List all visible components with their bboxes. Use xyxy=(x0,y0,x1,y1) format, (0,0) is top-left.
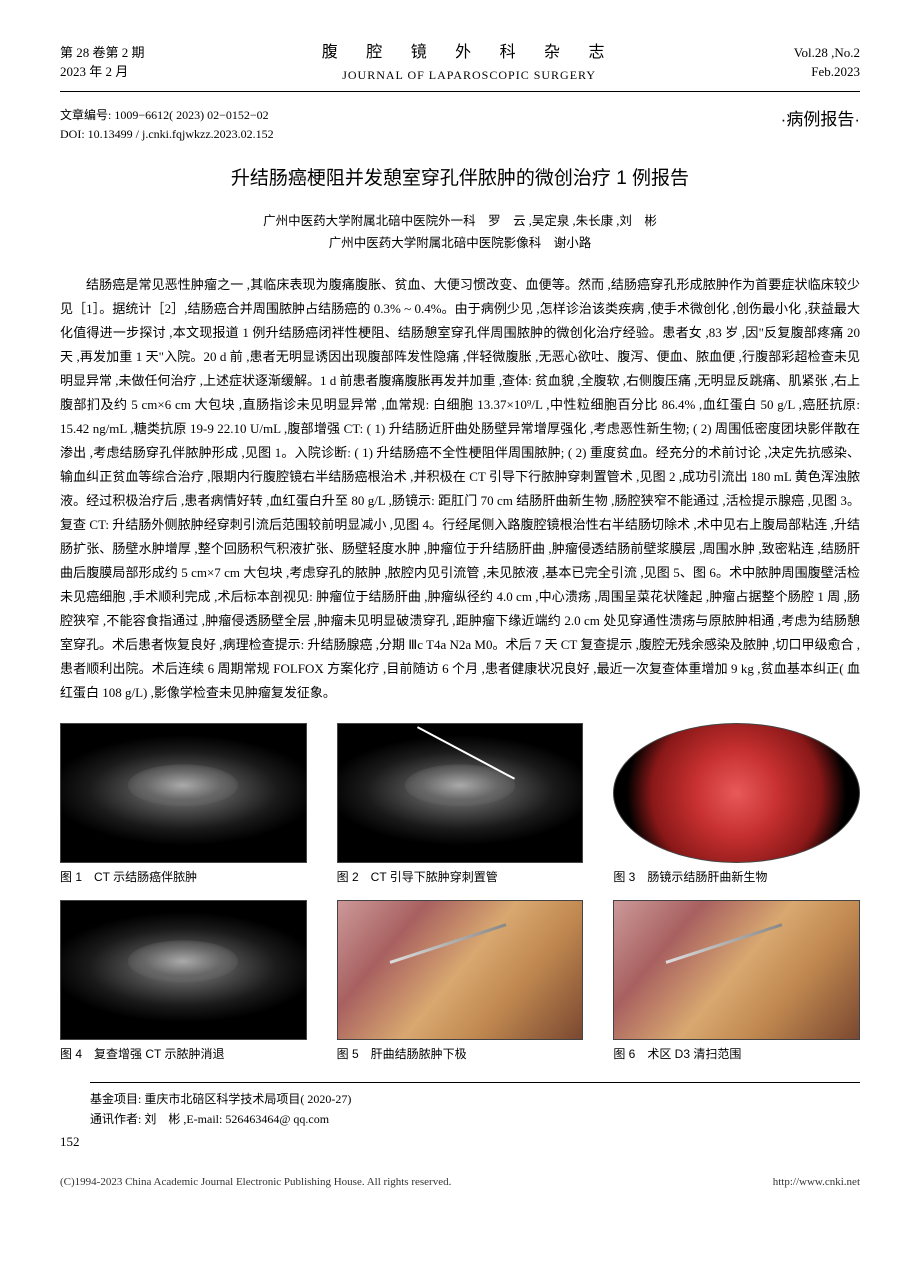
figure-4-caption: 图 4 复查增强 CT 示脓肿消退 xyxy=(60,1045,307,1064)
figure-1-caption: 图 1 CT 示结肠癌伴脓肿 xyxy=(60,868,307,887)
section-type: ·病例报告· xyxy=(781,106,860,133)
figures-grid: 图 1 CT 示结肠癌伴脓肿 图 2 CT 引导下脓肿穿刺置管 图 3 肠镜示结… xyxy=(60,723,860,1063)
figure-3-img xyxy=(613,723,860,863)
article-meta: 文章编号: 1009−6612( 2023) 02−0152−02 DOI: 1… xyxy=(60,106,860,144)
figure-2: 图 2 CT 引导下脓肿穿刺置管 xyxy=(337,723,584,887)
figure-2-caption: 图 2 CT 引导下脓肿穿刺置管 xyxy=(337,868,584,887)
fund-info: 基金项目: 重庆市北碚区科学技术局项目( 2020-27) xyxy=(90,1089,860,1109)
copyright-line: (C)1994-2023 China Academic Journal Elec… xyxy=(60,1174,860,1192)
author-line-1: 广州中医药大学附属北碚中医院外一科 罗 云 ,吴定泉 ,朱长康 ,刘 彬 xyxy=(60,210,860,233)
figure-4-img xyxy=(60,900,307,1040)
header-left: 第 28 卷第 2 期 2023 年 2 月 xyxy=(60,43,145,82)
header-center: 腹 腔 镜 外 科 杂 志 JOURNAL OF LAPAROSCOPIC SU… xyxy=(322,40,617,85)
journal-title-cn: 腹 腔 镜 外 科 杂 志 xyxy=(322,40,617,66)
figure-4: 图 4 复查增强 CT 示脓肿消退 xyxy=(60,900,307,1064)
corresponding-author: 通讯作者: 刘 彬 ,E-mail: 526463464@ qq.com xyxy=(90,1109,860,1129)
footer-notes: 基金项目: 重庆市北碚区科学技术局项目( 2020-27) 通讯作者: 刘 彬 … xyxy=(90,1082,860,1130)
authors-block: 广州中医药大学附属北碚中医院外一科 罗 云 ,吴定泉 ,朱长康 ,刘 彬 广州中… xyxy=(60,210,860,255)
journal-title-en: JOURNAL OF LAPAROSCOPIC SURGERY xyxy=(322,66,617,85)
copyright-text: (C)1994-2023 China Academic Journal Elec… xyxy=(60,1174,451,1192)
date-en: Feb.2023 xyxy=(794,62,860,82)
figure-6: 图 6 术区 D3 清扫范围 xyxy=(613,900,860,1064)
figure-6-img xyxy=(613,900,860,1040)
figure-5-img xyxy=(337,900,584,1040)
figure-1: 图 1 CT 示结肠癌伴脓肿 xyxy=(60,723,307,887)
header-right: Vol.28 ,No.2 Feb.2023 xyxy=(794,43,860,82)
figure-6-caption: 图 6 术区 D3 清扫范围 xyxy=(613,1045,860,1064)
article-id: 文章编号: 1009−6612( 2023) 02−0152−02 xyxy=(60,106,274,125)
journal-header: 第 28 卷第 2 期 2023 年 2 月 腹 腔 镜 外 科 杂 志 JOU… xyxy=(60,40,860,92)
date-cn: 2023 年 2 月 xyxy=(60,62,145,82)
page-number: 152 xyxy=(60,1132,860,1153)
doi: DOI: 10.13499 / j.cnki.fqjwkzz.2023.02.1… xyxy=(60,125,274,144)
article-title: 升结肠癌梗阻并发憩室穿孔伴脓肿的微创治疗 1 例报告 xyxy=(60,164,860,194)
figure-5-caption: 图 5 肝曲结肠脓肿下极 xyxy=(337,1045,584,1064)
author-line-2: 广州中医药大学附属北碚中医院影像科 谢小路 xyxy=(60,232,860,255)
article-ids: 文章编号: 1009−6612( 2023) 02−0152−02 DOI: 1… xyxy=(60,106,274,144)
vol-issue-en: Vol.28 ,No.2 xyxy=(794,43,860,63)
body-paragraph: 结肠癌是常见恶性肿瘤之一 ,其临床表现为腹痛腹胀、贫血、大便习惯改变、血便等。然… xyxy=(60,273,860,706)
figure-1-img xyxy=(60,723,307,863)
figure-3-caption: 图 3 肠镜示结肠肝曲新生物 xyxy=(613,868,860,887)
vol-issue-cn: 第 28 卷第 2 期 xyxy=(60,43,145,63)
copyright-url: http://www.cnki.net xyxy=(773,1174,860,1192)
figure-2-img xyxy=(337,723,584,863)
figure-3: 图 3 肠镜示结肠肝曲新生物 xyxy=(613,723,860,887)
figure-5: 图 5 肝曲结肠脓肿下极 xyxy=(337,900,584,1064)
